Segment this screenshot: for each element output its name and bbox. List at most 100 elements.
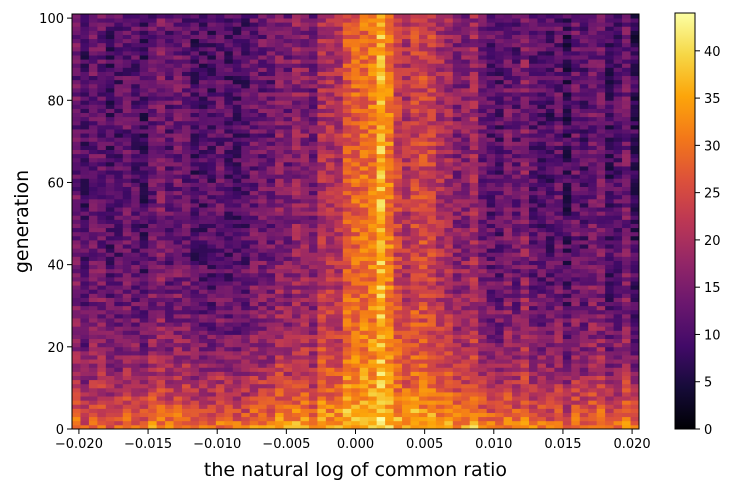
heatmap-cell xyxy=(105,18,115,23)
heatmap-cell xyxy=(351,174,361,179)
heatmap-cell xyxy=(224,276,234,282)
heatmap-cell xyxy=(469,272,479,278)
heatmap-cell xyxy=(469,153,479,159)
heatmap-cell xyxy=(444,59,454,64)
heatmap-cell xyxy=(275,322,284,327)
heatmap-cell xyxy=(418,289,428,294)
heatmap-cell xyxy=(258,137,268,142)
heatmap-cell xyxy=(342,22,352,27)
heatmap-cell xyxy=(88,166,98,171)
heatmap-cell xyxy=(139,322,149,327)
heatmap-cell xyxy=(148,305,158,311)
heatmap-cell xyxy=(224,416,234,422)
heatmap-cell xyxy=(88,379,98,385)
heatmap-cell xyxy=(249,207,259,212)
heatmap-cell xyxy=(241,355,251,360)
heatmap-cell xyxy=(232,268,242,274)
heatmap-cell xyxy=(300,166,310,171)
heatmap-cell xyxy=(351,161,361,167)
heatmap-cell xyxy=(385,116,394,122)
heatmap-cell xyxy=(148,248,158,253)
heatmap-cell xyxy=(156,322,166,327)
heatmap-cell xyxy=(105,30,115,35)
heatmap-cell xyxy=(182,79,191,85)
heatmap-cell xyxy=(156,355,166,360)
heatmap-cell xyxy=(300,133,310,138)
heatmap-cell xyxy=(342,18,352,23)
heatmap-cell xyxy=(266,129,276,134)
heatmap-cell xyxy=(469,186,479,192)
heatmap-cell xyxy=(385,161,394,167)
heatmap-cell xyxy=(114,145,124,150)
heatmap-cell xyxy=(224,166,234,171)
heatmap-cell xyxy=(139,92,149,97)
heatmap-cell xyxy=(190,120,200,126)
heatmap-cell xyxy=(80,108,90,114)
heatmap-cell xyxy=(359,338,369,344)
heatmap-cell xyxy=(444,297,454,303)
heatmap-cell xyxy=(368,272,378,278)
heatmap-cell xyxy=(325,141,335,146)
heatmap-cell xyxy=(198,14,208,19)
heatmap-cell xyxy=(478,203,488,208)
heatmap-cell xyxy=(334,309,344,315)
heatmap-cell xyxy=(461,219,471,224)
heatmap-cell xyxy=(148,326,158,331)
heatmap-cell xyxy=(402,92,411,97)
heatmap-cell xyxy=(165,112,174,118)
heatmap-cell xyxy=(283,124,293,130)
heatmap-cell xyxy=(224,392,234,397)
heatmap-cell xyxy=(207,207,217,212)
heatmap-cell xyxy=(72,14,81,19)
heatmap-cell xyxy=(385,301,394,307)
heatmap-cell xyxy=(139,215,149,220)
heatmap-cell xyxy=(385,34,394,40)
heatmap-cell xyxy=(275,334,284,340)
heatmap-cell xyxy=(325,215,335,220)
heatmap-cell xyxy=(452,161,462,167)
heatmap-cell xyxy=(266,293,276,298)
heatmap-cell xyxy=(224,129,234,134)
heatmap-cell xyxy=(359,153,369,159)
heatmap-cell xyxy=(427,63,437,68)
heatmap-cell xyxy=(300,178,310,183)
heatmap-cell xyxy=(359,379,369,385)
heatmap-cell xyxy=(249,116,259,122)
heatmap-cell xyxy=(461,367,471,372)
heatmap-cell xyxy=(317,46,327,52)
heatmap-cell xyxy=(478,96,488,101)
heatmap-cell xyxy=(131,215,141,220)
heatmap-cell xyxy=(452,18,462,23)
heatmap-cell xyxy=(317,100,327,105)
heatmap-cell xyxy=(266,145,276,150)
heatmap-cell xyxy=(376,309,386,315)
heatmap-cell xyxy=(88,416,98,422)
heatmap-cell xyxy=(190,34,200,40)
heatmap-cell xyxy=(351,211,361,216)
heatmap-cell xyxy=(88,305,98,311)
heatmap-cell xyxy=(224,26,234,31)
heatmap-cell xyxy=(283,141,293,146)
heatmap-cell xyxy=(232,239,242,245)
heatmap-cell xyxy=(452,112,462,118)
heatmap-cell xyxy=(266,186,276,192)
heatmap-cell xyxy=(469,190,479,196)
heatmap-cell xyxy=(334,289,344,294)
heatmap-cell xyxy=(182,367,191,372)
heatmap-cell xyxy=(207,149,217,155)
heatmap-cell xyxy=(300,108,310,114)
heatmap-cell xyxy=(435,100,445,105)
heatmap-cell xyxy=(283,363,293,368)
heatmap-cell xyxy=(215,108,225,114)
heatmap-cell xyxy=(402,363,411,368)
heatmap-cell xyxy=(275,83,284,89)
heatmap-cell xyxy=(198,387,208,393)
heatmap-cell xyxy=(275,211,284,216)
heatmap-cell xyxy=(258,178,268,183)
heatmap-cell xyxy=(325,120,335,126)
heatmap-cell xyxy=(190,174,200,179)
heatmap-cell xyxy=(292,178,301,183)
heatmap-cell xyxy=(427,50,437,56)
heatmap-cell xyxy=(232,211,242,216)
heatmap-cell xyxy=(224,75,234,81)
